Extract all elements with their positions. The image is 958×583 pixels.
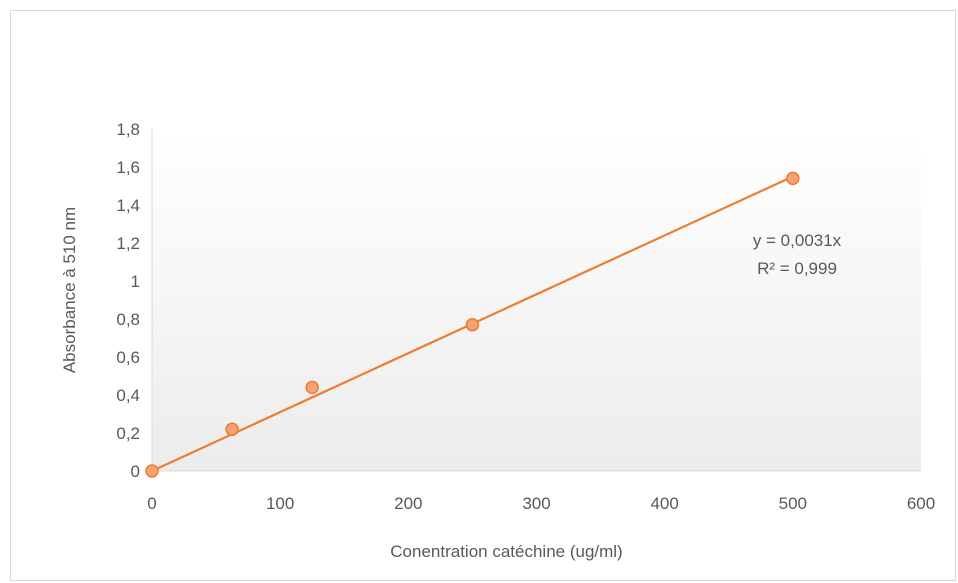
y-tick-labels: 0 0,2 0,4 0,6 0,8 1 1,2 1,4 1,6 1,8 — [116, 120, 140, 481]
x-tick-label: 600 — [907, 494, 935, 513]
y-tick-label: 1,4 — [116, 196, 140, 215]
x-tick-labels: 0 100 200 300 400 500 600 — [147, 494, 935, 513]
data-point — [225, 422, 239, 436]
chart-svg: 0 0,2 0,4 0,6 0,8 1 1,2 1,4 1,6 1,8 0 100 200 300 400… — [60, 120, 935, 561]
x-tick-label: 200 — [394, 494, 422, 513]
y-tick-label: 0,6 — [116, 348, 140, 367]
data-point — [305, 380, 319, 395]
data-point — [145, 464, 159, 478]
y-axis-title: Absorbance à 510 nm — [60, 207, 79, 373]
y-tick-label: 0 — [131, 462, 140, 481]
y-tick-label: 0,4 — [116, 386, 140, 405]
data-points — [145, 171, 800, 478]
plot-area — [152, 129, 921, 471]
y-tick-label: 0,8 — [116, 310, 140, 329]
x-tick-label: 0 — [147, 494, 156, 513]
x-axis-title: Conentration catéchine (ug/ml) — [390, 542, 622, 561]
data-point — [465, 317, 480, 332]
y-tick-label: 1,8 — [116, 120, 140, 139]
x-tick-label: 300 — [522, 494, 550, 513]
y-tick-label: 1,6 — [116, 158, 140, 177]
chart-frame: 0 0,2 0,4 0,6 0,8 1 1,2 1,4 1,6 1,8 0 100 200 300 400… — [10, 10, 956, 581]
y-tick-label: 0,2 — [116, 424, 140, 443]
r-squared-label: R² = 0,999 — [757, 259, 837, 278]
x-tick-label: 500 — [779, 494, 807, 513]
x-tick-label: 400 — [650, 494, 678, 513]
x-tick-label: 100 — [266, 494, 294, 513]
trendline-equation: y = 0,0031x — [753, 231, 842, 250]
y-tick-label: 1 — [131, 272, 140, 291]
data-point — [786, 171, 800, 186]
y-tick-label: 1,2 — [116, 234, 140, 253]
